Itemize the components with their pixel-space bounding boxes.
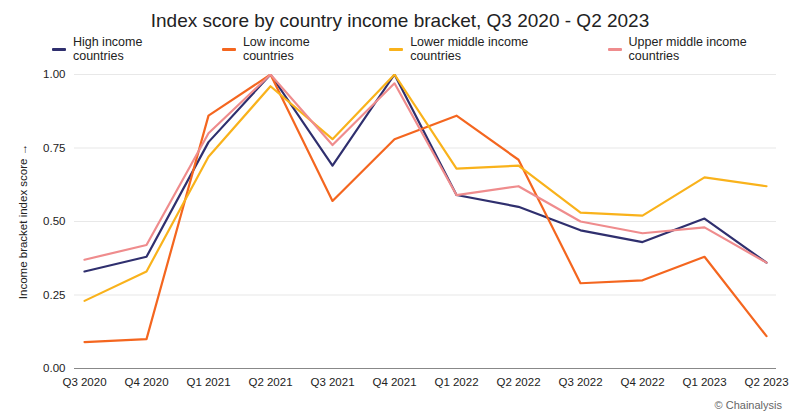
svg-text:Q1 2023: Q1 2023	[682, 376, 726, 388]
svg-text:1.00: 1.00	[43, 68, 65, 80]
svg-text:Q1 2022: Q1 2022	[434, 376, 478, 388]
svg-text:Q2 2022: Q2 2022	[496, 376, 540, 388]
svg-text:Q3 2021: Q3 2021	[310, 376, 354, 388]
svg-text:Q1 2021: Q1 2021	[186, 376, 230, 388]
html-text:© Chainalysis: © Chainalysis	[714, 399, 782, 411]
html-text:Upper middle income countries: Upper middle income countries	[628, 35, 747, 63]
svg-text:0.75: 0.75	[43, 142, 65, 154]
html-text:Index score by country income: Index score by country income bracket, Q…	[150, 10, 650, 31]
svg-text:Q4 2020: Q4 2020	[124, 376, 168, 388]
svg-text:Q2 2023: Q2 2023	[744, 376, 788, 388]
html-text:Low income countries: Low income countries	[242, 35, 310, 63]
svg-text:Q4 2022: Q4 2022	[620, 376, 664, 388]
svg-text:Income bracket index score →: Income bracket index score →	[17, 144, 29, 299]
svg-text:Q3 2020: Q3 2020	[62, 376, 106, 388]
html-text:High income countries: High income countries	[72, 35, 143, 63]
svg-text:Q3 2022: Q3 2022	[558, 376, 602, 388]
svg-text:Q2 2021: Q2 2021	[248, 376, 292, 388]
svg-text:0.00: 0.00	[43, 362, 65, 374]
svg-text:0.25: 0.25	[43, 289, 65, 301]
html-text:Lower middle income countries: Lower middle income countries	[410, 35, 529, 63]
svg-text:0.50: 0.50	[43, 215, 65, 227]
svg-text:Q4 2021: Q4 2021	[372, 376, 416, 388]
